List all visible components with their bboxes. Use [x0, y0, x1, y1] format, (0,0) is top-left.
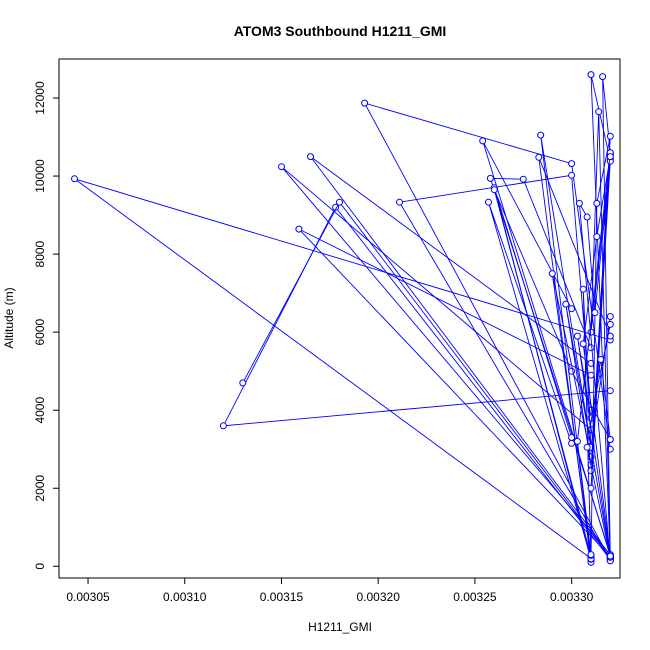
series-line	[582, 156, 611, 557]
data-point	[219, 422, 227, 430]
data-point	[573, 332, 581, 340]
x-tick-label: 0.00310	[163, 590, 207, 604]
series-line	[363, 102, 611, 561]
data-point	[535, 153, 543, 161]
data-point	[606, 320, 614, 328]
data-point	[396, 198, 403, 206]
data-point	[587, 467, 595, 475]
data-point	[573, 437, 581, 445]
data-point	[568, 160, 576, 168]
data-point	[490, 186, 498, 194]
data-point	[587, 551, 595, 559]
y-tick-label: 2000	[33, 475, 47, 502]
data-point	[548, 270, 556, 278]
data-point	[606, 132, 614, 140]
data-point	[486, 174, 494, 182]
data-point	[591, 309, 599, 317]
data-point	[583, 213, 591, 221]
data-point	[295, 225, 303, 233]
series-line	[586, 359, 611, 558]
data-point	[562, 300, 570, 308]
series-line	[74, 178, 611, 559]
series-line	[540, 135, 611, 560]
data-point	[587, 71, 595, 79]
data-point	[537, 131, 545, 139]
data-point	[71, 175, 78, 183]
data-point	[575, 199, 583, 207]
data-point	[568, 434, 576, 441]
y-tick-label: 12000	[33, 81, 47, 115]
x-tick-label: 0.00305	[66, 590, 110, 604]
data-point	[336, 198, 343, 206]
y-axis-label: Altitude (m)	[2, 287, 16, 348]
x-tick-label: 0.00320	[356, 590, 400, 604]
data-point	[606, 436, 614, 443]
x-tick-label: 0.00330	[550, 590, 594, 604]
y-tick-label: 4000	[33, 397, 47, 424]
series-layer	[71, 71, 614, 566]
data-point	[587, 344, 595, 352]
y-axis: 0 2000 4000 6000 8000 10000 12000	[33, 81, 60, 570]
x-axis: 0.00305 0.00310 0.00315 0.00320 0.00325 0.003…	[66, 577, 594, 604]
data-point	[579, 285, 587, 293]
data-point	[583, 443, 591, 451]
data-point	[361, 99, 369, 107]
data-point	[579, 340, 587, 348]
y-tick-label: 0	[33, 563, 47, 570]
data-point	[599, 73, 607, 81]
data-point	[587, 484, 595, 492]
x-axis-label: H1211_GMI	[308, 620, 372, 634]
y-tick-label: 8000	[33, 240, 47, 267]
chart-title: ATOM3 Southbound H1211_GMI	[234, 23, 447, 39]
series-line	[489, 177, 611, 555]
y-tick-label: 10000	[33, 159, 47, 193]
data-point	[239, 379, 247, 387]
data-point	[568, 439, 576, 447]
series-line	[222, 206, 611, 560]
data-point	[597, 356, 605, 363]
data-point	[278, 163, 285, 171]
x-tick-label: 0.00315	[260, 590, 304, 604]
data-point	[595, 108, 603, 116]
data-point	[606, 313, 614, 320]
data-point	[307, 153, 314, 161]
data-point	[593, 199, 601, 207]
series-line	[590, 111, 611, 557]
data-point	[587, 371, 595, 379]
data-point	[593, 233, 601, 241]
x-tick-label: 0.00325	[453, 590, 497, 604]
plot-frame	[58, 58, 621, 579]
series-line	[398, 174, 611, 562]
data-point	[606, 552, 614, 560]
data-point	[519, 175, 527, 183]
y-tick-label: 6000	[33, 318, 47, 345]
data-point	[568, 171, 576, 179]
data-point	[606, 153, 614, 161]
data-point	[485, 198, 492, 206]
data-point	[606, 387, 614, 395]
data-point	[479, 137, 487, 145]
